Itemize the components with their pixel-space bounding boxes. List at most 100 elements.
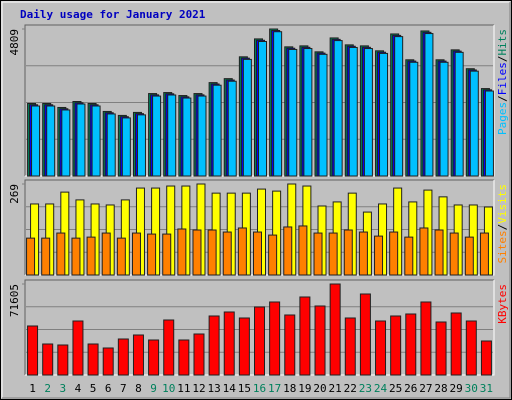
bar [348, 46, 358, 177]
bar [253, 231, 262, 276]
legend-entry: KBytes [496, 284, 509, 324]
bar [31, 105, 41, 177]
x-tick-label: 10 [162, 382, 175, 395]
bar [394, 36, 404, 177]
bar [480, 340, 492, 376]
bar [117, 338, 129, 376]
legend: Sites/Visits [496, 184, 509, 264]
bar [102, 347, 114, 376]
bar [132, 334, 144, 376]
bar [27, 325, 39, 376]
legend-entry: Hits [496, 29, 509, 56]
bar [91, 105, 101, 177]
bar [434, 229, 444, 276]
x-tick-label: 16 [253, 382, 266, 395]
bar [313, 232, 323, 276]
bar [227, 80, 237, 177]
bar [116, 237, 126, 276]
bar [192, 229, 202, 276]
bar [314, 305, 326, 376]
bar [193, 333, 205, 376]
x-tick-label: 17 [268, 382, 281, 395]
bar [238, 317, 250, 376]
bar [435, 321, 447, 376]
bar [409, 61, 419, 177]
bar [162, 233, 172, 276]
bar [328, 232, 338, 276]
bar [469, 70, 479, 177]
bar [379, 52, 389, 177]
y-tick-label: 71605 [8, 284, 21, 317]
bar [147, 233, 157, 276]
bar [273, 31, 283, 177]
x-tick-label: 20 [313, 382, 326, 395]
bar [424, 33, 434, 177]
legend: KBytes [496, 284, 509, 324]
bar [450, 312, 462, 376]
bar [163, 319, 175, 376]
bar [86, 236, 96, 276]
x-tick-label: 6 [105, 382, 112, 395]
legend-separator: / [496, 95, 509, 102]
bar [374, 235, 384, 276]
bar [318, 53, 328, 177]
bar [343, 229, 353, 276]
legend-entry: Pages [496, 102, 509, 135]
x-tick-label: 24 [374, 382, 388, 395]
bar [207, 229, 217, 276]
x-tick-label: 18 [283, 382, 296, 395]
x-tick-label: 27 [419, 382, 432, 395]
bar [358, 231, 368, 276]
x-tick-label: 25 [389, 382, 402, 395]
bar [222, 231, 232, 276]
bar [449, 232, 459, 276]
bar [405, 313, 417, 376]
bar [258, 41, 267, 177]
x-tick-label: 29 [450, 382, 463, 395]
bar [484, 90, 494, 177]
x-tick-label: 23 [359, 382, 372, 395]
bar [254, 306, 265, 376]
bar [344, 317, 356, 376]
bar [269, 301, 281, 376]
bar [46, 105, 56, 177]
bar [333, 40, 343, 177]
bar [212, 84, 222, 177]
bar [465, 320, 477, 376]
bar [26, 237, 36, 276]
x-tick-label: 13 [207, 382, 220, 395]
bar [404, 236, 414, 276]
bar [106, 113, 116, 177]
bar [178, 339, 190, 376]
x-tick-label: 1 [29, 382, 36, 395]
bar [42, 343, 54, 376]
panel-bevel [24, 279, 494, 375]
x-tick-label: 12 [192, 382, 205, 395]
bar [182, 97, 192, 177]
bar [329, 283, 341, 376]
bar [121, 117, 131, 177]
bar [389, 231, 399, 276]
x-tick-label: 9 [150, 382, 157, 395]
x-tick-label: 26 [404, 382, 417, 395]
legend-separator: / [496, 224, 509, 231]
bar [223, 311, 235, 376]
bar [72, 320, 84, 376]
x-tick-label: 11 [177, 382, 190, 395]
x-tick-label: 5 [90, 382, 97, 395]
panel-bevel [24, 179, 494, 275]
y-tick-label: 269 [8, 184, 21, 204]
bar [303, 48, 313, 177]
legend: Pages/Files/Hits [496, 29, 509, 135]
bar [454, 51, 464, 177]
bar [56, 232, 66, 276]
bar [268, 234, 278, 276]
x-tick-label: 30 [465, 382, 478, 395]
bar [298, 225, 308, 276]
x-tick-label: 22 [344, 382, 357, 395]
bar [131, 232, 141, 276]
x-tick-label: 15 [238, 382, 251, 395]
bar [359, 293, 371, 376]
x-tick-label: 2 [44, 382, 51, 395]
